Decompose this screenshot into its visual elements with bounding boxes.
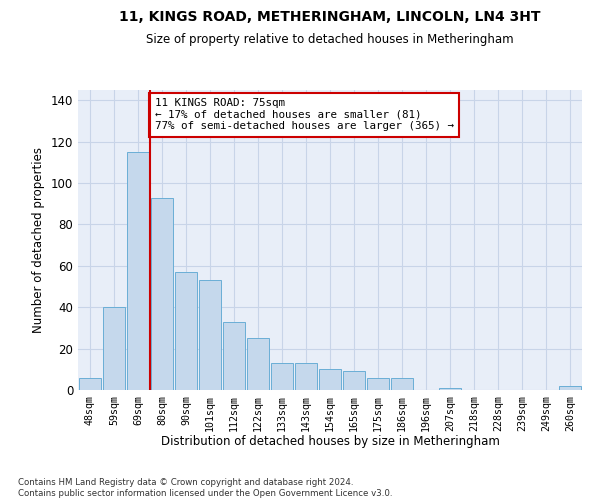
Bar xyxy=(223,322,245,390)
Text: Size of property relative to detached houses in Metheringham: Size of property relative to detached ho… xyxy=(146,32,514,46)
Bar xyxy=(103,307,125,390)
Text: 11 KINGS ROAD: 75sqm
← 17% of detached houses are smaller (81)
77% of semi-detac: 11 KINGS ROAD: 75sqm ← 17% of detached h… xyxy=(155,98,454,132)
Text: Contains HM Land Registry data © Crown copyright and database right 2024.
Contai: Contains HM Land Registry data © Crown c… xyxy=(18,478,392,498)
Bar xyxy=(127,152,149,390)
Y-axis label: Number of detached properties: Number of detached properties xyxy=(32,147,45,333)
Bar xyxy=(343,372,365,390)
Bar xyxy=(151,198,173,390)
Text: Distribution of detached houses by size in Metheringham: Distribution of detached houses by size … xyxy=(161,435,499,448)
Bar xyxy=(247,338,269,390)
Bar xyxy=(199,280,221,390)
Text: 11, KINGS ROAD, METHERINGHAM, LINCOLN, LN4 3HT: 11, KINGS ROAD, METHERINGHAM, LINCOLN, L… xyxy=(119,10,541,24)
Bar xyxy=(559,386,581,390)
Bar xyxy=(391,378,413,390)
Bar xyxy=(439,388,461,390)
Bar xyxy=(319,370,341,390)
Bar xyxy=(271,363,293,390)
Bar xyxy=(367,378,389,390)
Bar xyxy=(295,363,317,390)
Bar xyxy=(175,272,197,390)
Bar xyxy=(79,378,101,390)
